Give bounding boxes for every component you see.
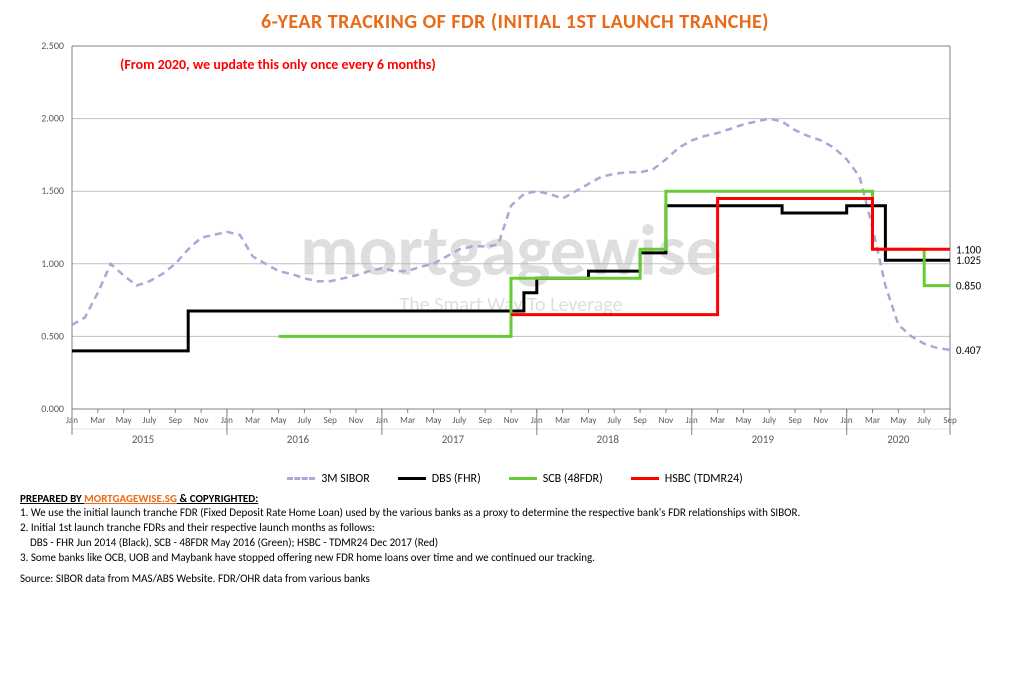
svg-text:1.500: 1.500	[41, 184, 64, 197]
svg-text:Sep: Sep	[324, 415, 338, 426]
end-label: 0.850	[956, 280, 982, 293]
svg-text:Sep: Sep	[169, 415, 183, 426]
svg-text:May: May	[426, 415, 443, 426]
legend-swatch-sibor	[287, 477, 315, 480]
svg-text:May: May	[890, 415, 907, 426]
legend-item-hsbc: HSBC (TDMR24)	[631, 472, 743, 486]
footer-heading-suffix: & COPYRIGHTED:	[177, 492, 258, 505]
svg-text:2015: 2015	[132, 433, 154, 446]
svg-text:Mar: Mar	[90, 415, 105, 426]
svg-text:July: July	[917, 415, 932, 426]
svg-text:Mar: Mar	[245, 415, 260, 426]
svg-text:Sep: Sep	[633, 415, 647, 426]
svg-text:2020: 2020	[887, 433, 910, 446]
svg-text:Nov: Nov	[194, 415, 209, 426]
svg-text:July: July	[143, 415, 158, 426]
legend-swatch-hsbc	[631, 477, 659, 480]
legend-label-scb: SCB (48FDR)	[543, 472, 603, 486]
footer-lines: 1. We use the initial launch tranche FDR…	[20, 506, 1010, 565]
legend-label-hsbc: HSBC (TDMR24)	[665, 472, 743, 486]
svg-text:1.000: 1.000	[41, 257, 64, 270]
svg-text:May: May	[581, 415, 598, 426]
footer-notes: PREPARED BY MORTGAGEWISE.SG & COPYRIGHTE…	[20, 492, 1010, 587]
footer-line: 3. Some banks like OCB, UOB and Maybank …	[20, 551, 1010, 566]
svg-text:2019: 2019	[752, 433, 775, 446]
svg-text:July: July	[762, 415, 777, 426]
svg-text:Nov: Nov	[504, 415, 519, 426]
svg-text:Mar: Mar	[865, 415, 880, 426]
svg-text:Mar: Mar	[555, 415, 570, 426]
legend-item-scb: SCB (48FDR)	[509, 472, 603, 486]
svg-text:2016: 2016	[287, 433, 310, 446]
chart-svg: 0.0000.5001.0001.5002.0002.500mortgagewi…	[20, 34, 1000, 464]
svg-text:2.000: 2.000	[41, 112, 64, 125]
legend-swatch-scb	[509, 477, 537, 480]
footer-line: 1. We use the initial launch tranche FDR…	[20, 506, 1010, 521]
legend-item-sibor: 3M SIBOR	[287, 472, 370, 486]
svg-text:May: May	[271, 415, 288, 426]
svg-text:July: July	[298, 415, 313, 426]
legend-swatch-dbs	[398, 477, 426, 480]
legend-label-sibor: 3M SIBOR	[321, 472, 370, 486]
svg-text:May: May	[116, 415, 133, 426]
footer-heading-prefix: PREPARED BY	[20, 492, 84, 505]
legend: 3M SIBOR DBS (FHR) SCB (48FDR) HSBC (TDMR24…	[20, 470, 1010, 486]
footer-line: DBS - FHR Jun 2014 (Black), SCB - 48FDR …	[20, 536, 1010, 551]
svg-text:2.500: 2.500	[41, 39, 64, 52]
svg-text:Mar: Mar	[400, 415, 415, 426]
chart-title: 6-YEAR TRACKING OF FDR (INITIAL 1ST LAUN…	[20, 10, 1010, 34]
footer-source: Source: SIBOR data from MAS/ABS Website.…	[20, 572, 1010, 587]
svg-text:0.000: 0.000	[41, 402, 64, 415]
svg-text:Sep: Sep	[788, 415, 802, 426]
svg-text:0.500: 0.500	[41, 329, 64, 342]
svg-text:Nov: Nov	[659, 415, 674, 426]
chart-holder: (From 2020, we update this only once eve…	[20, 34, 1010, 464]
svg-text:2017: 2017	[442, 433, 465, 446]
chart-inline-note: (From 2020, we update this only once eve…	[120, 56, 436, 73]
svg-text:Mar: Mar	[710, 415, 725, 426]
footer-heading: PREPARED BY MORTGAGEWISE.SG & COPYRIGHTE…	[20, 492, 1010, 507]
svg-text:2018: 2018	[597, 433, 620, 446]
footer-line: 2. Initial 1st launch tranche FDRs and t…	[20, 521, 1010, 536]
svg-text:July: July	[452, 415, 467, 426]
svg-text:Sep: Sep	[479, 415, 493, 426]
legend-item-dbs: DBS (FHR)	[398, 472, 481, 486]
svg-text:July: July	[607, 415, 622, 426]
svg-text:Nov: Nov	[814, 415, 829, 426]
svg-text:May: May	[735, 415, 752, 426]
legend-label-dbs: DBS (FHR)	[432, 472, 481, 486]
footer-brand: MORTGAGEWISE.SG	[84, 492, 177, 505]
end-label: 0.407	[956, 344, 982, 357]
svg-text:Nov: Nov	[349, 415, 364, 426]
page-root: 6-YEAR TRACKING OF FDR (INITIAL 1ST LAUN…	[0, 0, 1030, 674]
end-label: 1.025	[956, 254, 981, 267]
